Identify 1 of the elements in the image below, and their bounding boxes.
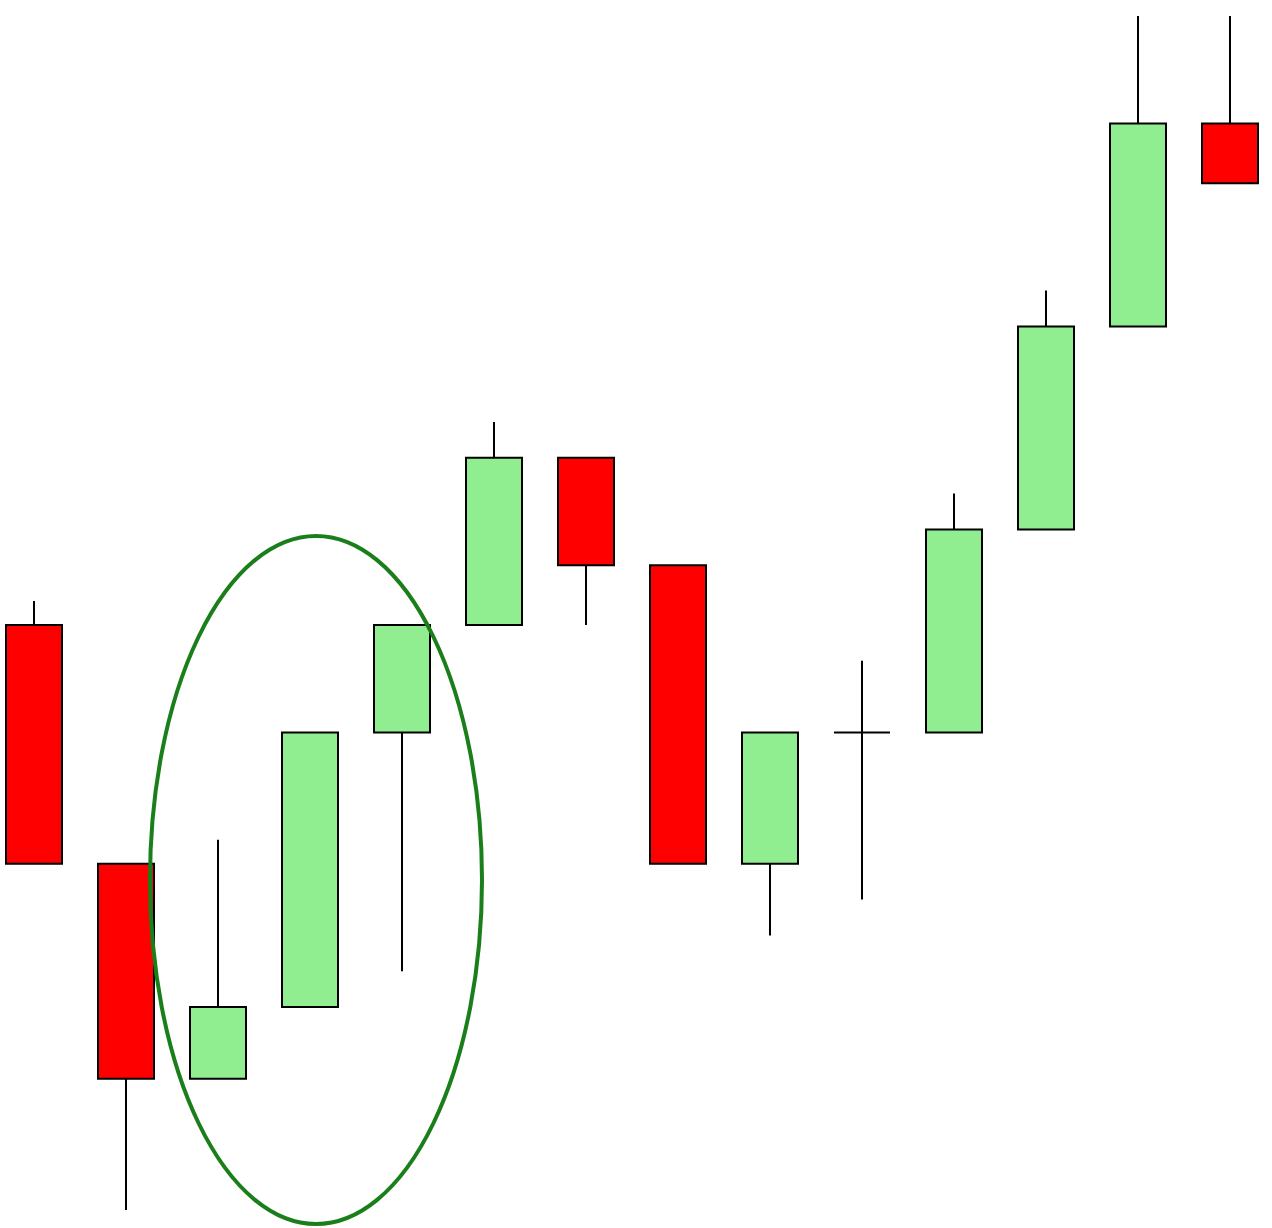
candlestick: [833, 659, 891, 901]
